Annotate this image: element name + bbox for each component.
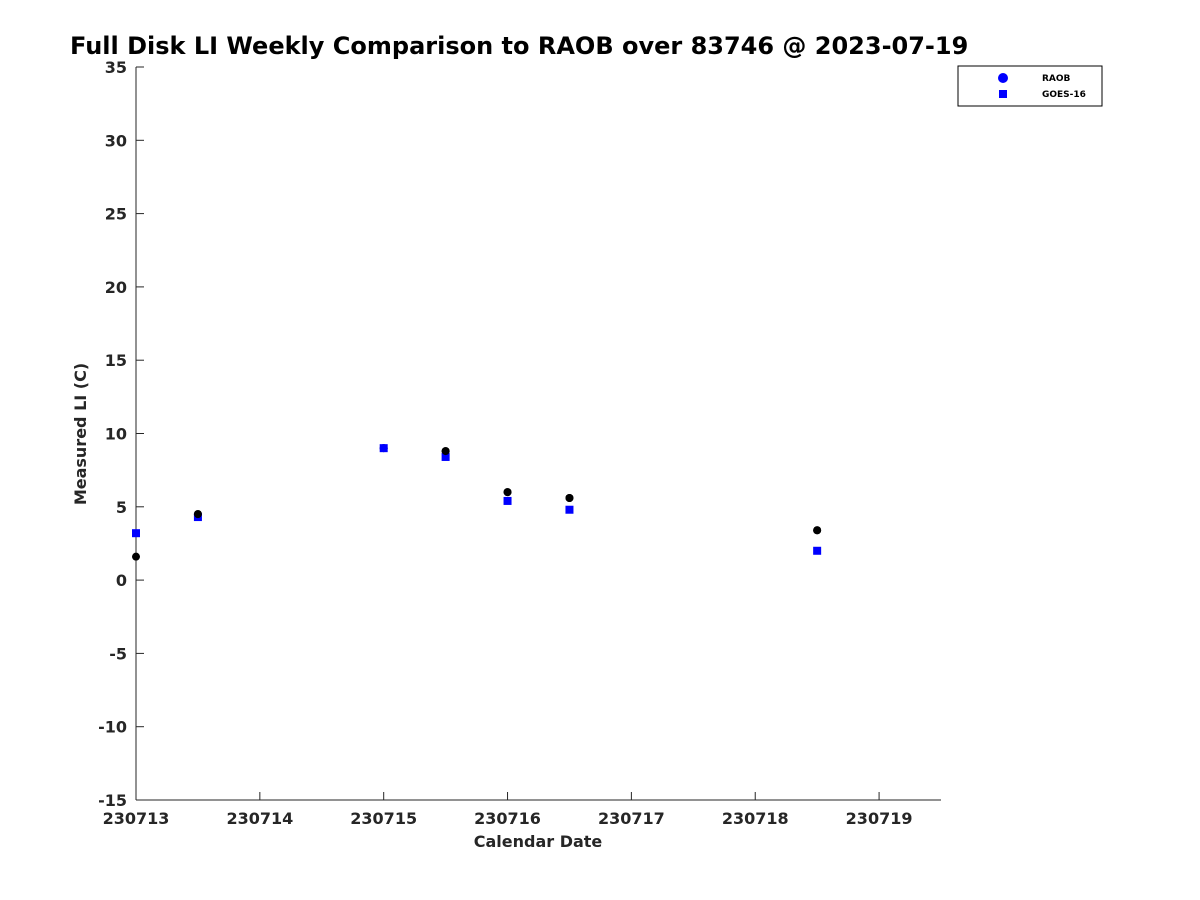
y-tick-label: -10	[98, 718, 127, 737]
raob-point-overlay	[813, 526, 822, 535]
x-tick-label: 230715	[350, 809, 417, 828]
x-tick-label: 230718	[722, 809, 789, 828]
legend-square-icon	[999, 90, 1007, 98]
legend-label: RAOB	[1042, 74, 1071, 84]
x-tick-label: 230713	[103, 809, 170, 828]
y-tick-label: 0	[116, 571, 127, 590]
plot-axes	[135, 67, 941, 801]
y-tick-label: -15	[98, 791, 127, 810]
goes16-point	[503, 496, 512, 505]
x-axis-label: Calendar Date	[474, 832, 603, 851]
x-tick-label: 230714	[226, 809, 293, 828]
raob-point-overlay	[193, 510, 202, 519]
x-ticks: 230713 230714 230715 230716 230717 230718 2307…	[103, 792, 913, 828]
chart-title: Full Disk LI Weekly Comparison to RAOB o…	[70, 32, 968, 60]
goes16-point	[813, 546, 822, 555]
goes16-point	[132, 529, 140, 538]
x-tick-label: 230717	[598, 809, 665, 828]
y-ticks: 35 30 25 20 15 10 5 0 -5 -10 -15	[98, 58, 144, 810]
raob-point-overlay	[565, 494, 574, 503]
raob-point-overlay	[441, 447, 450, 456]
y-axis-label: Measured LI (C)	[71, 363, 90, 505]
y-tick-label: 30	[105, 131, 127, 150]
y-tick-label: -5	[109, 644, 127, 663]
x-tick-label: 230716	[474, 809, 541, 828]
goes16-point	[565, 505, 574, 514]
raob-point-overlay	[503, 488, 512, 497]
legend-box	[957, 65, 1103, 107]
legend: RAOB GOES-16	[957, 65, 1103, 107]
y-tick-label: 5	[116, 498, 127, 517]
y-tick-label: 15	[105, 351, 127, 370]
legend-label: GOES-16	[1042, 90, 1086, 100]
goes16-point	[441, 452, 450, 461]
x-tick-label: 230719	[846, 809, 913, 828]
data-markers	[132, 444, 822, 561]
y-tick-label: 35	[105, 58, 127, 77]
raob-point-overlay	[379, 444, 388, 453]
raob-point	[132, 552, 140, 561]
y-tick-label: 10	[105, 425, 127, 444]
y-tick-label: 25	[105, 205, 127, 224]
y-tick-label: 20	[105, 278, 127, 297]
legend-circle-icon	[998, 73, 1008, 83]
